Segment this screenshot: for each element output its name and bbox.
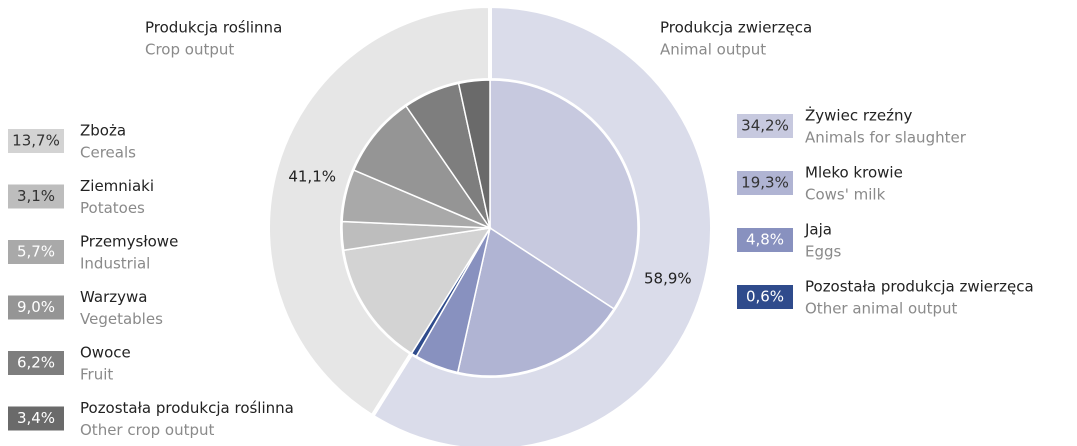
legend-name-en: Fruit — [80, 366, 113, 384]
legend-name: Jaja — [804, 221, 832, 239]
inner-slice — [342, 227, 492, 355]
outer-value-label: 58,9% — [644, 270, 692, 288]
inner-slice — [456, 226, 615, 377]
legend-name-en: Industrial — [80, 255, 150, 273]
outer-value-label: 41,1% — [288, 167, 336, 185]
legend-name: Przemysłowe — [80, 233, 178, 251]
inner-slice — [352, 105, 493, 230]
legend-name: Pozostała produkcja roślinna — [80, 399, 294, 417]
inner-slice — [457, 79, 491, 229]
legend-name-en: Animals for slaughter — [805, 129, 967, 147]
legend-value: 13,7% — [12, 132, 60, 150]
legend-swatch — [8, 351, 64, 375]
legend-name-en: Other animal output — [805, 300, 958, 318]
legend-name: Warzywa — [80, 288, 147, 306]
legend-value: 4,8% — [746, 231, 784, 249]
legend-name: Owoce — [80, 344, 131, 362]
group-title: Produkcja roślinna — [145, 19, 282, 37]
legend-value: 3,1% — [17, 187, 55, 205]
legend-value: 5,7% — [17, 243, 55, 261]
legend-name: Ziemniaki — [80, 177, 154, 195]
group-subtitle: Crop output — [145, 41, 234, 59]
legend-name: Zboża — [80, 122, 126, 140]
legend-name: Pozostała produkcja zwierzęca — [805, 278, 1034, 296]
legend-swatch — [737, 171, 793, 195]
legend-value: 0,6% — [746, 288, 784, 306]
legend-value: 34,2% — [741, 117, 789, 135]
group-title: Produkcja zwierzęca — [660, 19, 812, 37]
legend-swatch — [8, 406, 64, 431]
legend-swatch — [737, 228, 793, 252]
legend-swatch — [8, 295, 64, 320]
legend-value: 19,3% — [741, 174, 789, 192]
legend-value: 3,4% — [17, 409, 55, 427]
legend-value: 6,2% — [17, 354, 55, 372]
legend-name-en: Vegetables — [80, 310, 163, 328]
legend-swatch — [737, 114, 793, 138]
legend-swatch — [8, 129, 64, 153]
legend-swatch — [737, 285, 793, 309]
legend-name: Żywiec rzeźny — [805, 106, 912, 125]
legend-name-en: Cows' milk — [805, 186, 886, 204]
group-subtitle: Animal output — [660, 41, 766, 59]
legend-value: 9,0% — [17, 298, 55, 316]
legend-name-en: Cereals — [80, 144, 136, 162]
legend-name-en: Eggs — [805, 243, 842, 261]
legend-name: Mleko krowie — [805, 164, 903, 182]
legend-name-en: Other crop output — [80, 421, 215, 439]
legend-swatch — [8, 240, 64, 264]
legend-swatch — [8, 184, 64, 209]
legend-name-en: Potatoes — [80, 199, 145, 217]
